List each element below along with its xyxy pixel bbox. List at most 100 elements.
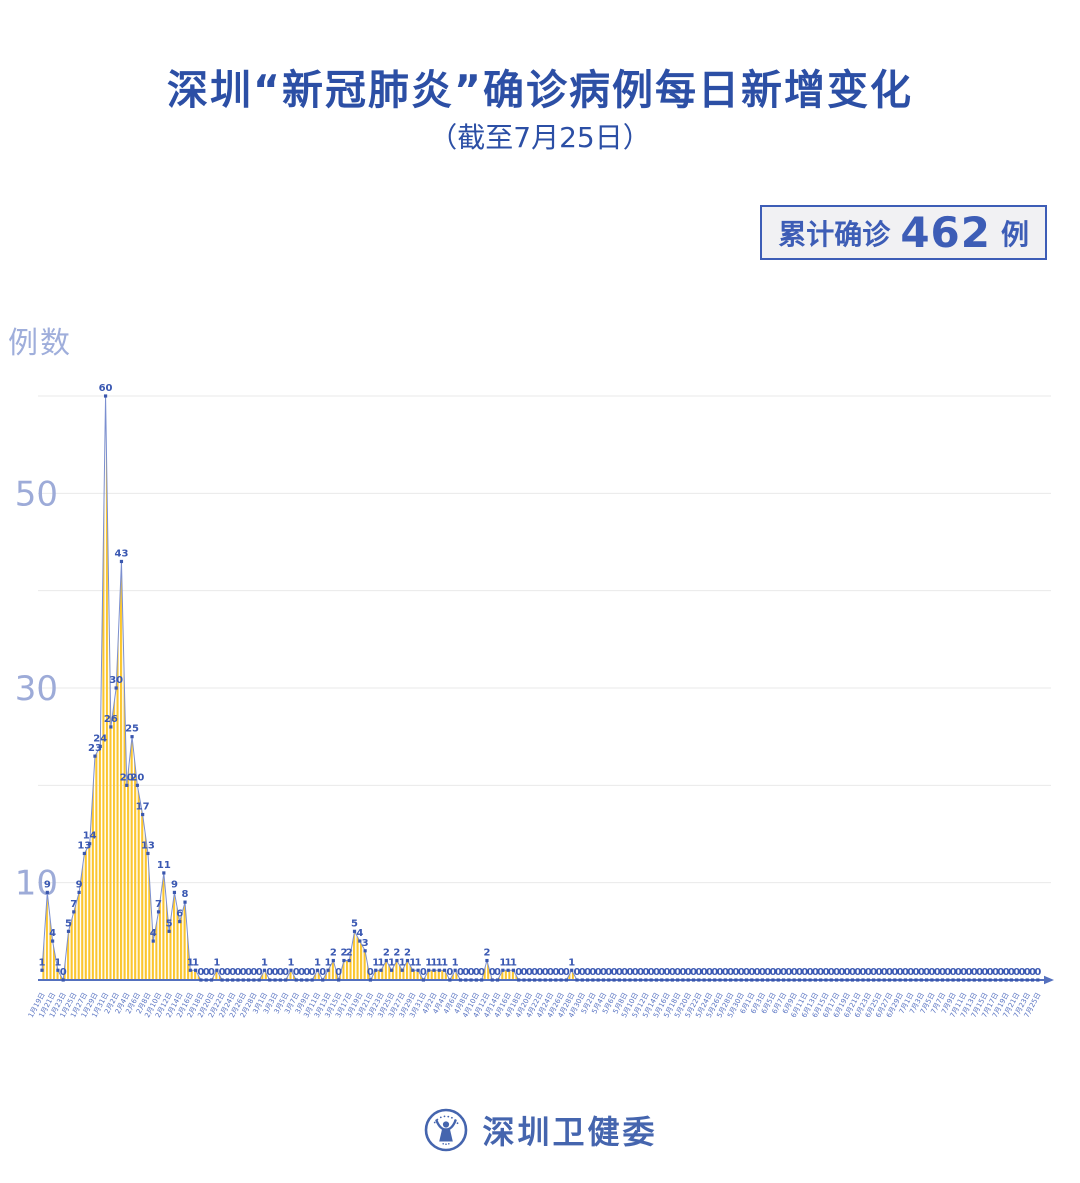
badge-label: 累计确诊 — [778, 217, 891, 251]
svg-text:0: 0 — [981, 967, 988, 978]
svg-text:0: 0 — [754, 967, 761, 978]
svg-text:0: 0 — [732, 967, 739, 978]
svg-text:1: 1 — [378, 957, 385, 968]
svg-text:0: 0 — [997, 967, 1004, 978]
svg-text:0: 0 — [690, 967, 697, 978]
svg-text:4: 4 — [356, 928, 363, 939]
svg-text:0: 0 — [600, 967, 607, 978]
svg-text:0: 0 — [224, 967, 231, 978]
svg-text:1: 1 — [399, 957, 406, 968]
svg-text:0: 0 — [1018, 967, 1025, 978]
svg-text:0: 0 — [552, 967, 559, 978]
svg-text:0: 0 — [420, 967, 427, 978]
svg-text:0: 0 — [902, 967, 909, 978]
svg-text:0: 0 — [812, 967, 819, 978]
svg-text:0: 0 — [923, 967, 930, 978]
svg-text:0: 0 — [197, 967, 204, 978]
badge-value: 462 — [900, 207, 991, 257]
svg-text:0: 0 — [621, 967, 628, 978]
svg-text:26: 26 — [104, 714, 118, 725]
svg-text:0: 0 — [563, 967, 570, 978]
svg-text:0: 0 — [1029, 967, 1036, 978]
svg-text:9: 9 — [76, 879, 83, 890]
svg-text:20: 20 — [130, 772, 144, 783]
svg-text:0: 0 — [303, 967, 310, 978]
svg-text:1: 1 — [372, 957, 379, 968]
svg-text:0: 0 — [335, 967, 342, 978]
svg-text:1: 1 — [325, 957, 332, 968]
svg-text:43: 43 — [114, 548, 128, 559]
svg-text:0: 0 — [589, 967, 596, 978]
svg-text:0: 0 — [976, 967, 983, 978]
svg-text:0: 0 — [828, 967, 835, 978]
svg-text:0: 0 — [727, 967, 734, 978]
svg-text:0: 0 — [669, 967, 676, 978]
svg-text:0: 0 — [822, 967, 829, 978]
svg-text:0: 0 — [446, 967, 453, 978]
svg-text:1: 1 — [287, 957, 294, 968]
svg-text:0: 0 — [674, 967, 681, 978]
svg-text:10: 10 — [15, 864, 58, 904]
svg-text:9: 9 — [171, 879, 178, 890]
svg-text:0: 0 — [457, 967, 464, 978]
svg-text:0: 0 — [208, 967, 215, 978]
svg-text:0: 0 — [685, 967, 692, 978]
svg-text:2: 2 — [393, 948, 400, 959]
svg-text:0: 0 — [907, 967, 914, 978]
svg-text:2: 2 — [483, 948, 490, 959]
svg-text:1: 1 — [192, 957, 199, 968]
svg-text:0: 0 — [298, 967, 305, 978]
svg-text:30: 30 — [15, 669, 58, 709]
svg-text:0: 0 — [854, 967, 861, 978]
svg-text:17: 17 — [136, 802, 150, 813]
svg-text:0: 0 — [971, 967, 978, 978]
svg-text:0: 0 — [478, 967, 485, 978]
svg-text:0: 0 — [542, 967, 549, 978]
svg-text:0: 0 — [637, 967, 644, 978]
svg-text:14: 14 — [83, 831, 97, 842]
health-commission-emblem-icon — [425, 1108, 468, 1152]
svg-text:0: 0 — [791, 967, 798, 978]
svg-text:0: 0 — [807, 967, 814, 978]
svg-text:1: 1 — [436, 957, 443, 968]
svg-text:0: 0 — [521, 967, 528, 978]
svg-text:3: 3 — [362, 938, 369, 949]
svg-text:0: 0 — [764, 967, 771, 978]
svg-text:5: 5 — [65, 918, 72, 929]
svg-text:0: 0 — [611, 967, 618, 978]
svg-text:1: 1 — [499, 957, 506, 968]
svg-text:11: 11 — [157, 860, 171, 871]
svg-text:0: 0 — [203, 967, 210, 978]
svg-text:9: 9 — [44, 879, 51, 890]
svg-text:0: 0 — [833, 967, 840, 978]
svg-text:0: 0 — [711, 967, 718, 978]
svg-text:0: 0 — [642, 967, 649, 978]
svg-text:13: 13 — [77, 840, 91, 851]
svg-text:30: 30 — [109, 675, 123, 686]
svg-text:0: 0 — [849, 967, 856, 978]
svg-text:0: 0 — [897, 967, 904, 978]
svg-text:0: 0 — [256, 967, 263, 978]
svg-text:0: 0 — [266, 967, 273, 978]
svg-text:2: 2 — [330, 948, 337, 959]
svg-text:0: 0 — [468, 967, 475, 978]
svg-text:0: 0 — [987, 967, 994, 978]
svg-text:0: 0 — [796, 967, 803, 978]
svg-text:0: 0 — [1024, 967, 1031, 978]
svg-text:0: 0 — [913, 967, 920, 978]
svg-text:0: 0 — [817, 967, 824, 978]
svg-text:0: 0 — [743, 967, 750, 978]
org-name: 深圳卫健委 — [482, 1113, 658, 1151]
svg-text:0: 0 — [891, 967, 898, 978]
svg-text:0: 0 — [584, 967, 591, 978]
svg-text:0: 0 — [881, 967, 888, 978]
y-axis-title: 例数 — [8, 326, 72, 361]
svg-text:0: 0 — [309, 967, 316, 978]
svg-text:0: 0 — [235, 967, 242, 978]
svg-text:0: 0 — [579, 967, 586, 978]
svg-text:0: 0 — [653, 967, 660, 978]
svg-text:0: 0 — [801, 967, 808, 978]
svg-text:2: 2 — [340, 948, 347, 959]
svg-text:0: 0 — [706, 967, 713, 978]
